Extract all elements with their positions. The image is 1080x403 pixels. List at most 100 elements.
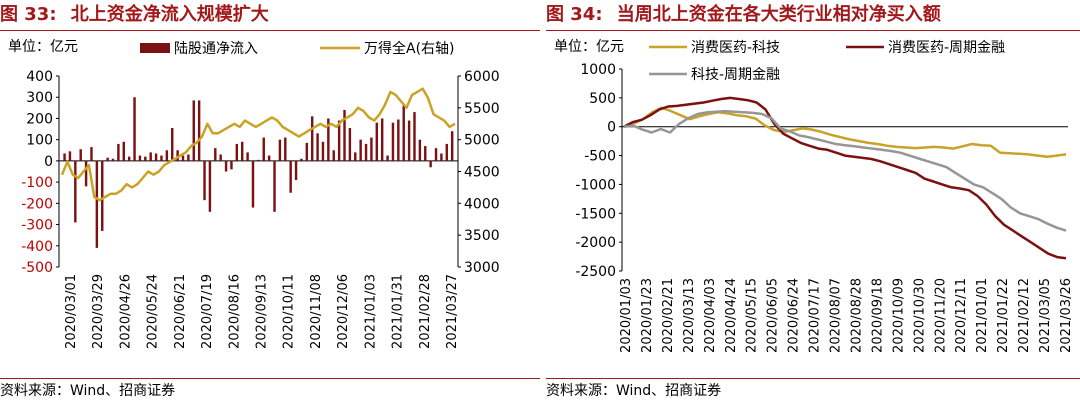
x-tick-label: 2020/04/03	[703, 278, 718, 353]
source-note-right: 资料来源：Wind、招商证券	[546, 383, 722, 399]
net-inflow-bar	[305, 142, 309, 161]
footer-divider-left	[0, 378, 540, 379]
net-inflow-bar	[364, 143, 368, 161]
net-inflow-bar	[90, 147, 93, 161]
right-y-tick-label: 6000	[464, 69, 500, 85]
net-inflow-bar	[230, 160, 233, 170]
legend-label: 消费医药-科技	[691, 40, 780, 56]
net-inflow-bar	[273, 160, 276, 212]
y-tick-label: 500	[589, 91, 616, 107]
net-inflow-bar	[289, 160, 292, 193]
net-inflow-bar	[348, 127, 352, 161]
bar-line-chart: 单位：亿元 陆股通净流入 万得全A(右轴) 400 300 200 100 0 -100 -200…	[8, 39, 500, 349]
net-inflow-bar	[359, 139, 362, 161]
net-inflow-bar	[337, 120, 341, 161]
x-tick-label: 2020/01/23	[640, 278, 655, 353]
net-inflow-bar	[251, 160, 255, 208]
net-inflow-bar	[84, 160, 88, 187]
figure-label-left: 图 33:	[0, 4, 57, 25]
net-inflow-bar	[101, 160, 104, 231]
x-tick-label: 2021/03/26	[1059, 278, 1074, 353]
net-inflow-bar	[165, 150, 169, 161]
x-tick-label: 2020/02/21	[661, 278, 676, 353]
x-tick-label: 2020/03/13	[682, 278, 697, 353]
y-tick-label: -2500	[575, 264, 616, 280]
right-y-tick-label: 4500	[464, 165, 500, 181]
left-y-tick-label: 100	[26, 133, 53, 149]
y-tick-label: -1000	[575, 177, 616, 193]
net-inflow-bar	[316, 133, 319, 161]
series-line-2	[623, 109, 1067, 232]
right-y-tick-label: 3500	[464, 228, 500, 244]
y-tick-label: -1500	[575, 206, 616, 222]
net-inflow-bar	[68, 151, 72, 161]
net-inflow-bar	[327, 118, 330, 161]
net-inflow-bar	[413, 112, 416, 161]
x-tick-label: 2020/03/01	[64, 274, 79, 349]
chart-panel-right: 图 34: 当周北上资金在各大类行业相对净买入额 单位：亿元 消费医药-科技 消费医…	[546, 0, 1080, 403]
x-tick-label: 2020/12/11	[954, 278, 969, 353]
left-y-tick-label: -500	[21, 260, 53, 276]
right-y-tick-label: 3000	[464, 260, 500, 276]
net-inflow-bar	[321, 141, 325, 161]
wind-a-index-line	[60, 87, 456, 202]
net-inflow-bar	[79, 149, 82, 161]
x-tick-label: 2020/06/21	[173, 274, 188, 349]
net-inflow-bar	[375, 122, 379, 161]
net-inflow-bar	[214, 148, 217, 161]
legend-label: 消费医药-周期金融	[888, 40, 1005, 56]
net-inflow-bar	[332, 150, 335, 161]
net-inflow-bar	[138, 155, 142, 161]
legend-label: 科技-周期金融	[691, 67, 780, 83]
figure-label-right: 图 34:	[546, 4, 603, 25]
net-inflow-bar	[224, 160, 228, 172]
source-note-left: 资料来源：Wind、招商证券	[0, 383, 176, 399]
figure-title-text-right: 当周北上资金在各大类行业相对净买入额	[616, 4, 941, 25]
net-inflow-bar	[241, 141, 244, 161]
net-inflow-bar	[354, 152, 357, 161]
x-tick-label: 2020/04/24	[724, 278, 739, 353]
legend-bar-swatch	[140, 43, 170, 53]
x-tick-label: 2021/01/22	[996, 278, 1011, 353]
net-inflow-bar	[181, 155, 185, 161]
series-line-1	[623, 96, 1067, 260]
left-y-tick-label: 400	[26, 69, 53, 85]
net-inflow-bar	[127, 156, 131, 161]
net-inflow-bar	[407, 120, 411, 161]
x-tick-label: 2020/08/16	[227, 274, 242, 349]
net-inflow-bar	[154, 153, 158, 161]
net-inflow-bar	[106, 157, 109, 161]
net-inflow-bar	[424, 146, 427, 161]
left-y-tick-label: -100	[21, 175, 53, 191]
net-inflow-bar	[310, 116, 314, 161]
net-inflow-bar	[300, 158, 303, 161]
x-tick-label: 2020/10/09	[891, 278, 906, 353]
legend-line-label: 万得全A(右轴)	[364, 40, 455, 57]
net-inflow-bar	[74, 160, 77, 223]
x-tick-label: 2020/06/24	[787, 278, 802, 353]
net-inflow-bar	[343, 109, 346, 161]
figure-title-left: 图 33: 北上资金净流入规模扩大	[0, 2, 269, 30]
net-inflow-bar	[391, 122, 395, 161]
net-inflow-bar	[440, 153, 443, 161]
left-y-tick-label: -200	[21, 196, 53, 212]
net-inflow-bar	[257, 159, 260, 161]
unit-label: 单位：亿元	[8, 39, 78, 55]
x-tick-label: 2020/10/30	[912, 278, 927, 353]
title-divider-right	[546, 30, 1080, 31]
left-y-tick-label: -400	[21, 239, 53, 255]
net-inflow-bar	[397, 119, 400, 161]
series-line-0	[623, 106, 1067, 158]
net-inflow-bar	[445, 143, 449, 161]
left-y-tick-label: 200	[26, 111, 53, 127]
net-inflow-bar	[203, 160, 206, 201]
net-inflow-bar	[434, 148, 438, 161]
net-inflow-bar	[63, 153, 66, 161]
x-tick-label: 2020/05/24	[146, 274, 161, 349]
x-tick-label: 2020/07/17	[808, 278, 823, 353]
net-inflow-bar	[111, 158, 115, 161]
net-inflow-bar	[450, 131, 454, 161]
net-inflow-bar	[219, 154, 222, 161]
net-inflow-bar	[380, 118, 384, 161]
